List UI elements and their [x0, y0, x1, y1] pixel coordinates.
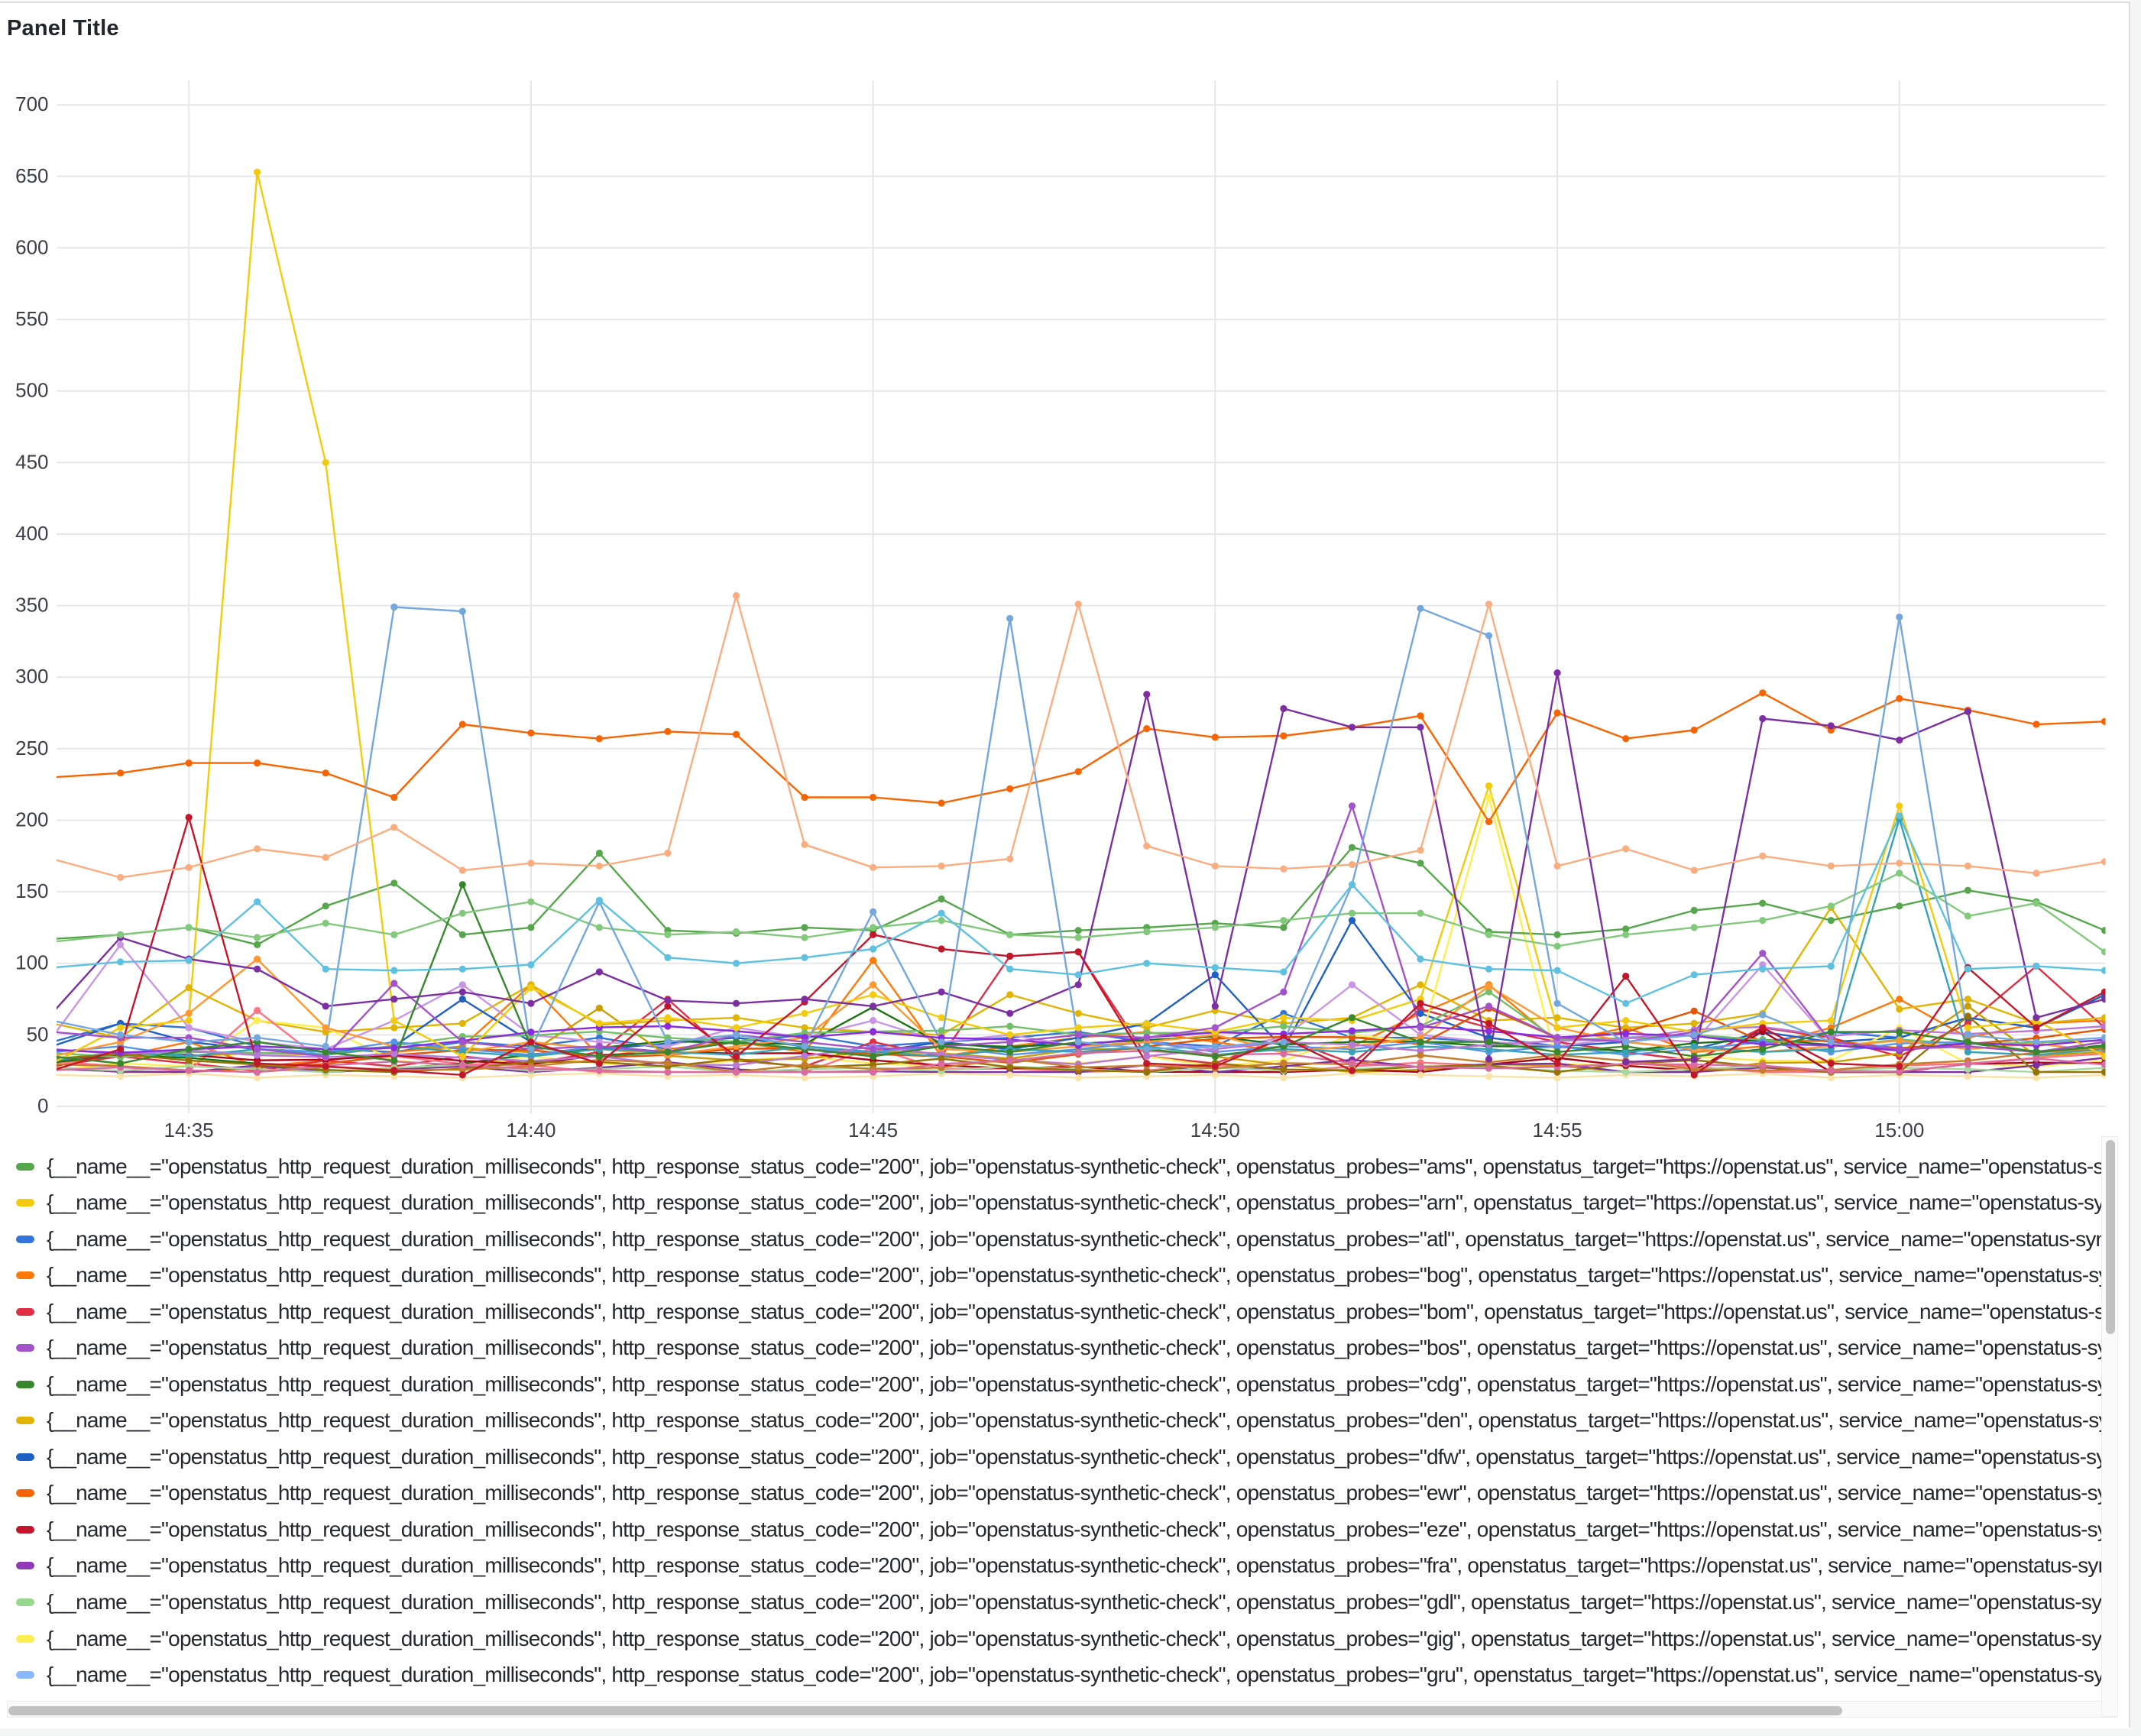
svg-text:700: 700 [15, 92, 48, 115]
svg-text:300: 300 [15, 665, 48, 688]
svg-text:15:00: 15:00 [1874, 1119, 1924, 1142]
svg-text:550: 550 [15, 307, 48, 330]
svg-text:14:50: 14:50 [1190, 1119, 1240, 1142]
svg-text:14:35: 14:35 [164, 1119, 214, 1142]
svg-text:14:55: 14:55 [1533, 1119, 1582, 1142]
svg-text:450: 450 [15, 450, 48, 473]
svg-text:0: 0 [37, 1094, 48, 1117]
svg-text:150: 150 [15, 879, 48, 902]
svg-text:14:45: 14:45 [848, 1119, 898, 1142]
svg-text:200: 200 [15, 808, 48, 831]
svg-text:600: 600 [15, 235, 48, 258]
svg-text:350: 350 [15, 594, 48, 617]
svg-text:400: 400 [15, 522, 48, 545]
svg-text:500: 500 [15, 379, 48, 402]
svg-text:250: 250 [15, 737, 48, 760]
svg-text:100: 100 [15, 951, 48, 974]
svg-text:650: 650 [15, 164, 48, 187]
svg-text:14:40: 14:40 [506, 1119, 555, 1142]
svg-text:50: 50 [27, 1022, 49, 1045]
